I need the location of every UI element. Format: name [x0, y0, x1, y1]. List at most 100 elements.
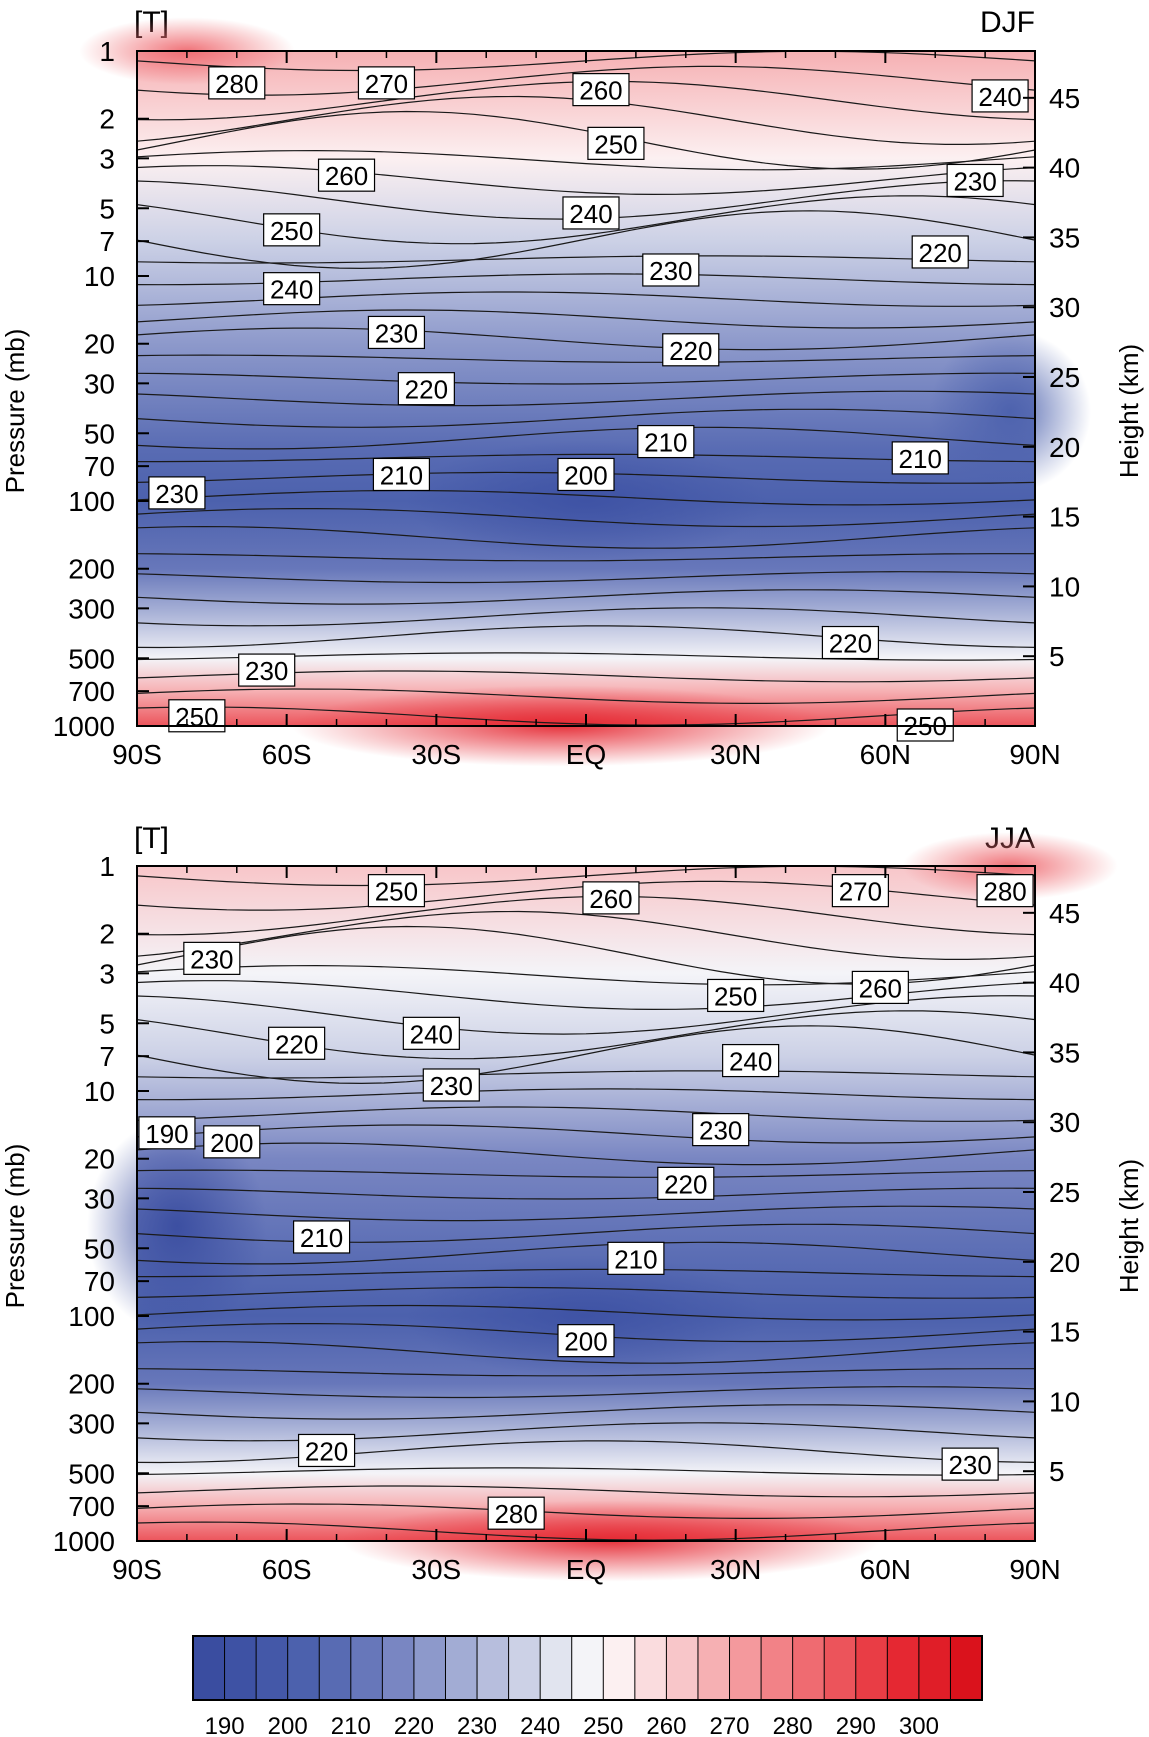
colorbar-swatch [381, 1635, 415, 1701]
y-tick-label: 3 [99, 143, 115, 174]
svg-text:240: 240 [978, 82, 1021, 112]
colorbar-label: 220 [394, 1713, 434, 1737]
svg-text:230: 230 [953, 166, 996, 196]
svg-text:220: 220 [919, 238, 962, 268]
y-tick-label: 100 [68, 486, 115, 517]
svg-text:220: 220 [829, 629, 872, 659]
contour-label: 230 [238, 653, 296, 687]
y-tick-label: 2 [99, 919, 115, 950]
contour-line [136, 1467, 1036, 1476]
x-tick-label: EQ [566, 1554, 606, 1585]
colorbar-swatch [634, 1635, 668, 1701]
contour-label: 230 [642, 253, 700, 287]
colorbar-label: 300 [899, 1713, 939, 1737]
contour-label: 280 [976, 874, 1034, 908]
svg-text:240: 240 [729, 1047, 772, 1077]
svg-text:200: 200 [564, 460, 607, 490]
y-tick-label: 50 [84, 418, 115, 449]
y-tick-label: 200 [68, 554, 115, 585]
y2-tick-label: 20 [1049, 432, 1080, 463]
y-tick-label: 10 [84, 1076, 115, 1107]
contour-line [137, 453, 1036, 463]
contour-label: 230 [367, 315, 426, 350]
colorbar-swatch [224, 1635, 258, 1701]
svg-text:200: 200 [564, 1327, 607, 1357]
contour-line [136, 426, 1036, 450]
y-tick-label: 30 [84, 368, 115, 399]
colorbar-swatch [318, 1635, 352, 1701]
contour-line [136, 1025, 1036, 1085]
contour-line [136, 1304, 1036, 1321]
contour-line [136, 607, 1036, 627]
contour-line [136, 1503, 1036, 1519]
y-tick-label: 2 [99, 104, 115, 135]
contour-label: 230 [422, 1068, 480, 1102]
y-tick-label: 500 [68, 643, 115, 674]
contour-label: 220 [911, 235, 969, 269]
y-axis-label: Pressure (mb) [0, 329, 30, 494]
y2-tick-label: 45 [1049, 83, 1080, 114]
svg-text:250: 250 [714, 981, 757, 1011]
contour-label: 230 [941, 1447, 999, 1481]
y-tick-label: 5 [99, 193, 115, 224]
y2-tick-label: 40 [1049, 153, 1080, 184]
y-tick-label: 70 [84, 451, 115, 482]
colorbar-label: 230 [457, 1713, 497, 1737]
jja-panel: [T] JJA 25026027028023026025024022024023… [0, 822, 1144, 1585]
contour-label: 280 [208, 66, 266, 100]
contour-label: 220 [397, 372, 455, 406]
x-tick-label: 60S [262, 739, 312, 770]
y-tick-label: 30 [84, 1183, 115, 1214]
x-tick-label: EQ [566, 739, 606, 770]
svg-text:250: 250 [594, 129, 637, 159]
x-tick-label: 90S [112, 739, 162, 770]
contour-line [137, 1268, 1036, 1278]
svg-text:270: 270 [365, 69, 408, 99]
contour-label: 220 [657, 1166, 715, 1200]
y-tick-label: 500 [68, 1458, 115, 1489]
svg-text:280: 280 [215, 69, 258, 99]
contour-label: 270 [831, 874, 889, 908]
y2-tick-label: 45 [1049, 898, 1080, 929]
y2-tick-label: 20 [1049, 1247, 1080, 1278]
contour-lines [136, 50, 1036, 726]
contour-line [136, 1088, 1036, 1101]
x-tick-label: 60N [860, 1554, 911, 1585]
contour-label: 230 [946, 163, 1004, 198]
y2-tick-label: 25 [1049, 1177, 1080, 1208]
y-tick-label: 7 [99, 226, 115, 257]
colorbar-swatch [350, 1635, 384, 1701]
y-tick-label: 10 [84, 261, 115, 292]
contour-label: 190 [138, 1116, 196, 1150]
y2-tick-label: 35 [1049, 222, 1080, 253]
colorbar-swatch [729, 1635, 762, 1701]
y2-tick-label: 35 [1049, 1037, 1080, 1068]
contour-label: 240 [562, 196, 620, 230]
contour-line [136, 165, 1036, 196]
contour-line [136, 508, 1036, 528]
contour-line [136, 1485, 1036, 1498]
contour-line [136, 210, 1036, 270]
y2-tick-label: 30 [1049, 292, 1080, 323]
colorbar-swatch [413, 1635, 447, 1701]
contour-line [136, 1223, 1036, 1243]
contour-label: 210 [637, 424, 695, 459]
contour-label: 230 [692, 1113, 750, 1147]
colorbar-swatch [602, 1635, 636, 1701]
contour-label: 240 [263, 272, 321, 306]
svg-text:280: 280 [983, 877, 1026, 907]
y-tick-label: 300 [68, 593, 115, 624]
colorbar-swatch [571, 1635, 605, 1701]
contour-label: 250 [263, 213, 321, 247]
y-tick-label: 700 [68, 676, 115, 707]
contour-label: 220 [268, 1026, 326, 1060]
contour-label: 210 [372, 457, 431, 492]
colorbar-swatch [792, 1635, 826, 1701]
colorbar-swatch [760, 1635, 794, 1701]
svg-text:260: 260 [859, 973, 902, 1003]
svg-text:230: 230 [430, 1071, 473, 1101]
contour-line [136, 1404, 1036, 1420]
svg-text:230: 230 [948, 1450, 991, 1480]
contour-line [136, 1205, 1036, 1222]
